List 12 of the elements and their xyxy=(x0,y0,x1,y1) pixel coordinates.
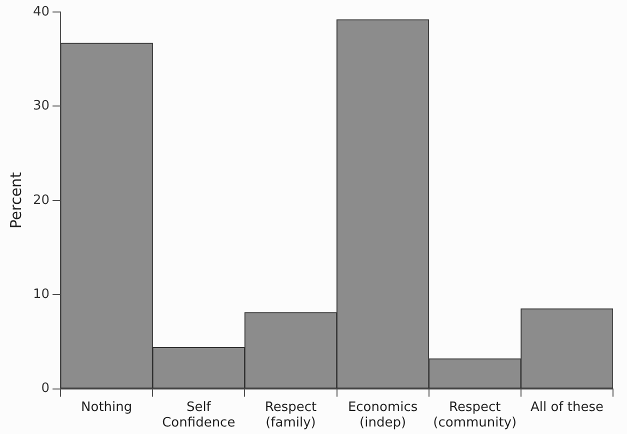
x-tick-label: Nothing xyxy=(81,400,132,415)
y-tick-label: 0 xyxy=(41,381,50,396)
x-tick-label: Respect (community) xyxy=(433,400,517,431)
x-tick-label: All of these xyxy=(530,400,604,415)
y-tick-label: 30 xyxy=(32,98,50,114)
y-tick-label: 20 xyxy=(32,192,50,208)
y-axis-title: Percent xyxy=(6,172,25,229)
y-tick-label: 10 xyxy=(32,286,50,302)
x-tick-label: Self Confidence xyxy=(162,400,236,431)
x-tick-label: Respect (family) xyxy=(264,400,317,431)
y-tick-label: 40 xyxy=(32,4,50,20)
x-tick-label: Economics (indep) xyxy=(348,400,418,431)
